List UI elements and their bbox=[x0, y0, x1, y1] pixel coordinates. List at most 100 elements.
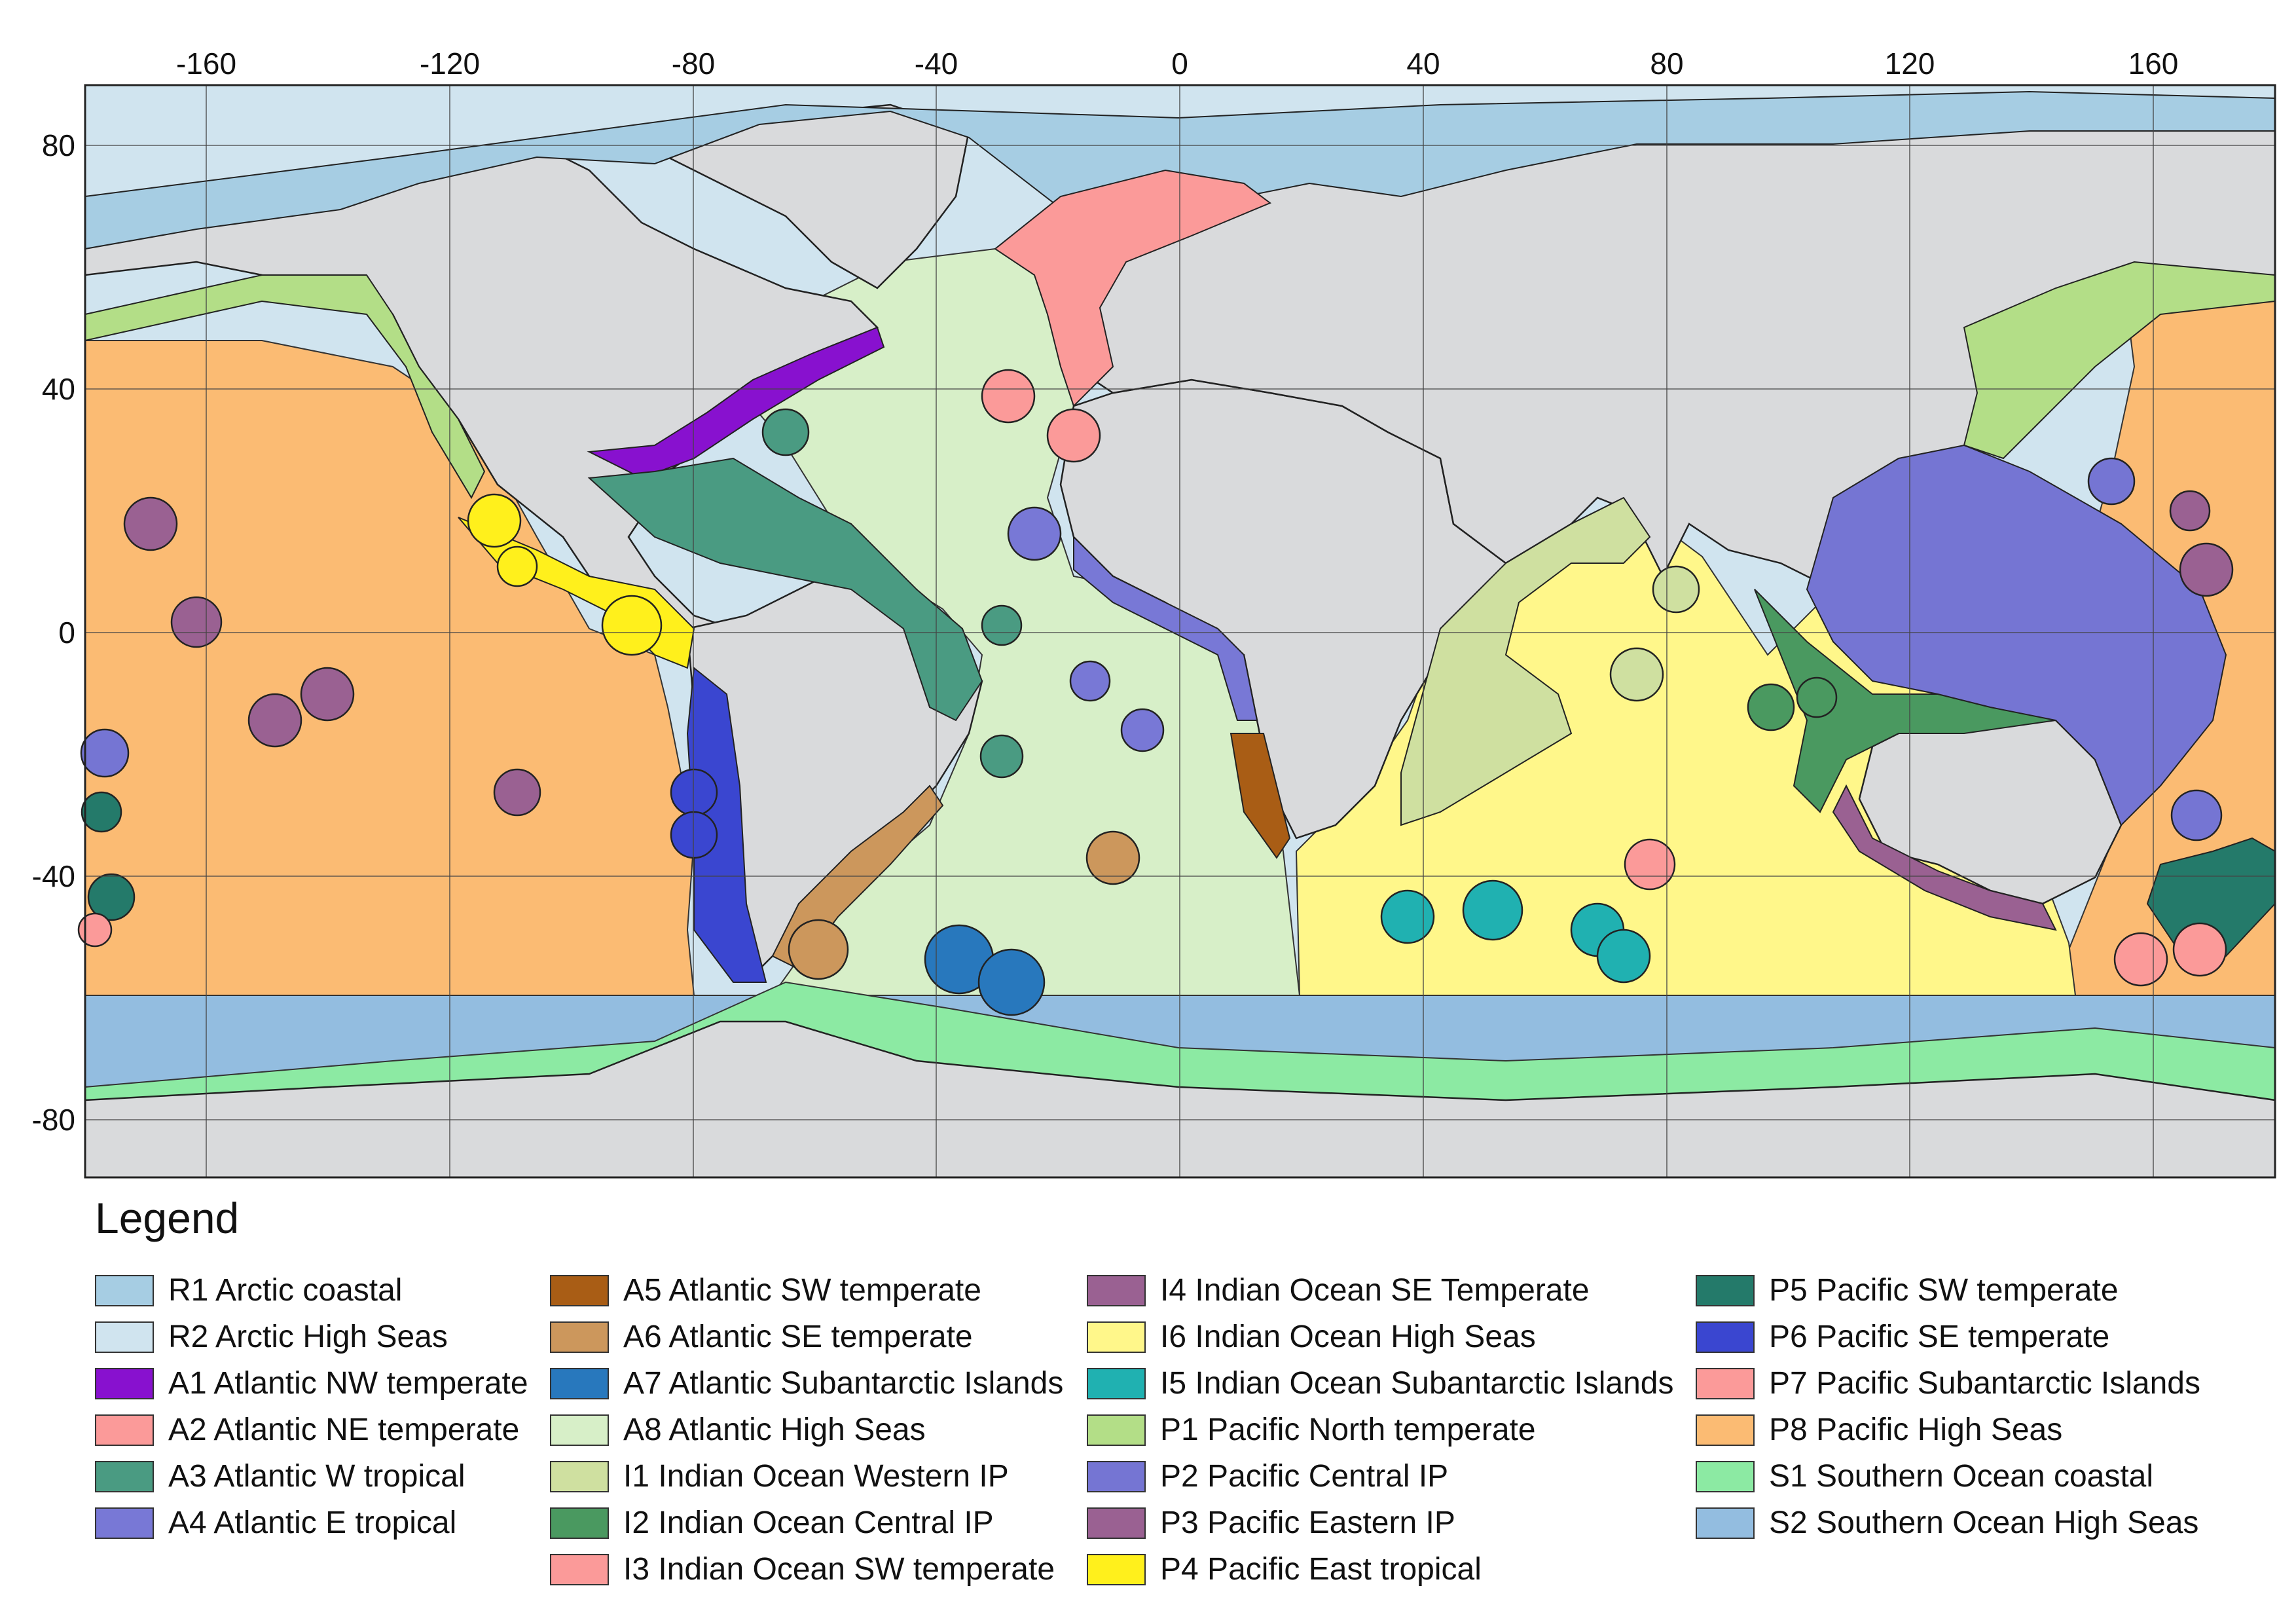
legend-item: A2 Atlantic NE temperate bbox=[95, 1407, 528, 1453]
legend-swatch bbox=[550, 1414, 609, 1446]
legend-label: A8 Atlantic High Seas bbox=[623, 1412, 926, 1447]
island-circle-pacific-subantarctic bbox=[2113, 932, 2168, 987]
island-circle-pacific-eastern-ip bbox=[2179, 542, 2234, 597]
legend-swatch bbox=[1087, 1274, 1146, 1306]
legend-item: P2 Pacific Central IP bbox=[1087, 1453, 1673, 1500]
legend-label: P6 Pacific SE temperate bbox=[1769, 1320, 2110, 1354]
legend-label: A6 Atlantic SE temperate bbox=[623, 1320, 973, 1354]
legend-swatch bbox=[1087, 1321, 1146, 1353]
lat-tick-label: -80 bbox=[32, 1103, 75, 1137]
island-circle-atlantic-w-tropical bbox=[761, 408, 810, 456]
legend-label: I3 Indian Ocean SW temperate bbox=[623, 1552, 1055, 1587]
legend-label: P2 Pacific Central IP bbox=[1160, 1459, 1449, 1494]
legend-item: A4 Atlantic E tropical bbox=[95, 1500, 528, 1546]
legend-label: P1 Pacific North temperate bbox=[1160, 1412, 1536, 1447]
legend-swatch bbox=[95, 1367, 154, 1399]
legend-swatch bbox=[1696, 1367, 1755, 1399]
legend-swatch bbox=[1696, 1274, 1755, 1306]
legend-label: P8 Pacific High Seas bbox=[1769, 1412, 2063, 1447]
island-circle-pacific-central-ip bbox=[80, 728, 130, 778]
island-circle-atlantic-ne-temperate bbox=[1046, 408, 1101, 463]
island-circle-pacific-subantarctic bbox=[77, 912, 113, 948]
legend-swatch bbox=[95, 1274, 154, 1306]
legend-label: I6 Indian Ocean High Seas bbox=[1160, 1320, 1536, 1354]
legend-swatch bbox=[1087, 1460, 1146, 1492]
island-circle-atlantic-subantarctic bbox=[977, 948, 1046, 1016]
legend-label: P3 Pacific Eastern IP bbox=[1160, 1505, 1455, 1540]
province-atlantic-nw-temperate bbox=[587, 326, 885, 479]
island-circle-indian-subantarctic bbox=[1462, 879, 1523, 941]
island-provinces bbox=[77, 369, 2234, 1016]
legend-column: P5 Pacific SW temperate P6 Pacific SE te… bbox=[1696, 1267, 2200, 1546]
legend-item: I1 Indian Ocean Western IP bbox=[550, 1453, 1063, 1500]
legend-item: A1 Atlantic NW temperate bbox=[95, 1360, 528, 1407]
legend-item: A5 Atlantic SW temperate bbox=[550, 1267, 1063, 1314]
legend-title: Legend bbox=[95, 1194, 240, 1242]
legend-column: I4 Indian Ocean SE Temperate I6 Indian O… bbox=[1087, 1267, 1673, 1593]
lon-tick-label: 80 bbox=[1650, 46, 1683, 81]
lat-tick-label: 40 bbox=[42, 372, 75, 406]
island-circle-pacific-se-temperate bbox=[670, 811, 718, 859]
legend-label: I4 Indian Ocean SE Temperate bbox=[1160, 1273, 1590, 1308]
island-circle-atlantic-w-tropical bbox=[981, 604, 1023, 646]
legend-label: S1 Southern Ocean coastal bbox=[1769, 1459, 2154, 1494]
legend-label: P7 Pacific Subantarctic Islands bbox=[1769, 1366, 2200, 1401]
legend-item: R1 Arctic coastal bbox=[95, 1267, 528, 1314]
island-circle-indian-central-ip bbox=[1796, 676, 1838, 718]
legend-label: I5 Indian Ocean Subantarctic Islands bbox=[1160, 1366, 1674, 1401]
legend-swatch bbox=[1087, 1553, 1146, 1585]
island-circle-atlantic-w-tropical bbox=[979, 734, 1024, 779]
legend-item: R2 Arctic High Seas bbox=[95, 1314, 528, 1360]
legend-item: I2 Indian Ocean Central IP bbox=[550, 1500, 1063, 1546]
legend-label: A4 Atlantic E tropical bbox=[168, 1505, 457, 1540]
legend-swatch bbox=[550, 1274, 609, 1306]
lon-tick-label: 160 bbox=[2128, 46, 2179, 81]
lon-tick-label: -80 bbox=[672, 46, 715, 81]
island-circle-atlantic-se-temperate bbox=[1085, 830, 1140, 885]
legend-item: A6 Atlantic SE temperate bbox=[550, 1314, 1063, 1360]
legend-label: S2 Southern Ocean High Seas bbox=[1769, 1505, 2199, 1540]
island-circle-indian-western-ip bbox=[1609, 647, 1664, 702]
legend-swatch bbox=[1696, 1460, 1755, 1492]
legend-label: A3 Atlantic W tropical bbox=[168, 1459, 465, 1494]
legend-item: I5 Indian Ocean Subantarctic Islands bbox=[1087, 1360, 1673, 1407]
legend-swatch bbox=[1696, 1321, 1755, 1353]
legend-item: P3 Pacific Eastern IP bbox=[1087, 1500, 1673, 1546]
longitude-labels: -160 -120 -80 -40 0 40 80 120 160 bbox=[176, 46, 2178, 81]
lat-tick-label: 80 bbox=[42, 128, 75, 162]
legend-label: P4 Pacific East tropical bbox=[1160, 1552, 1482, 1587]
legend-swatch bbox=[550, 1321, 609, 1353]
legend-swatch bbox=[95, 1460, 154, 1492]
legend-item: P5 Pacific SW temperate bbox=[1696, 1267, 2200, 1314]
legend-item: I3 Indian Ocean SW temperate bbox=[550, 1546, 1063, 1593]
legend-item: A8 Atlantic High Seas bbox=[550, 1407, 1063, 1453]
land-masses bbox=[84, 103, 2276, 1179]
province-indian-central-ip bbox=[1754, 589, 2056, 813]
legend-swatch bbox=[550, 1367, 609, 1399]
province-pacific-north-temperate-east bbox=[84, 274, 486, 500]
legend-label: I1 Indian Ocean Western IP bbox=[623, 1459, 1009, 1494]
legend-swatch bbox=[1696, 1507, 1755, 1539]
legend-label: R1 Arctic coastal bbox=[168, 1273, 403, 1308]
island-circle-pacific-east-tropical bbox=[496, 545, 538, 587]
legend-label: A5 Atlantic SW temperate bbox=[623, 1273, 981, 1308]
legend-swatch bbox=[95, 1507, 154, 1539]
legend-swatch bbox=[1087, 1507, 1146, 1539]
world-map: -160 -120 -80 -40 0 40 80 120 160 80 40 … bbox=[32, 46, 2276, 1179]
island-circle-atlantic-ne-temperate bbox=[981, 369, 1036, 424]
island-circle-indian-subantarctic bbox=[1380, 889, 1435, 944]
legend-item: P1 Pacific North temperate bbox=[1087, 1407, 1673, 1453]
legend-item: P7 Pacific Subantarctic Islands bbox=[1696, 1360, 2200, 1407]
map-border bbox=[84, 84, 2276, 1179]
lon-tick-label: -120 bbox=[420, 46, 480, 81]
legend-column: R1 Arctic coastal R2 Arctic High Seas A1… bbox=[95, 1267, 528, 1546]
legend-swatch bbox=[1087, 1414, 1146, 1446]
island-circle-pacific-sw-temperate bbox=[81, 791, 122, 833]
island-circle-pacific-se-temperate bbox=[670, 768, 718, 817]
island-circle-pacific-eastern-ip bbox=[300, 667, 355, 722]
legend-item: S1 Southern Ocean coastal bbox=[1696, 1453, 2200, 1500]
legend-label: I2 Indian Ocean Central IP bbox=[623, 1505, 994, 1540]
legend: R1 Arctic coastal R2 Arctic High Seas A1… bbox=[95, 1267, 2275, 1595]
island-circle-pacific-central-ip bbox=[2170, 789, 2223, 841]
island-circle-pacific-east-tropical bbox=[467, 493, 522, 548]
